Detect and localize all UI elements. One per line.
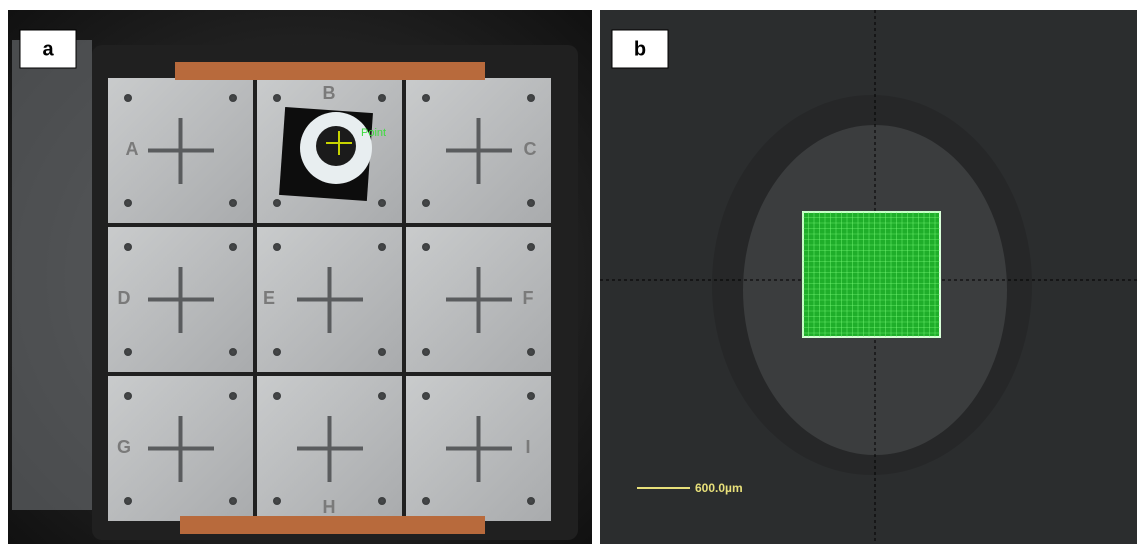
plate-letter: E	[263, 288, 275, 308]
plate-letter: D	[118, 288, 131, 308]
plate-letter: H	[323, 497, 336, 517]
scan-area	[803, 212, 940, 337]
screw-hole	[527, 497, 535, 505]
screw-hole	[229, 199, 237, 207]
chamber-wall	[12, 40, 92, 510]
screw-hole	[378, 348, 386, 356]
copper-clip	[180, 516, 485, 534]
screw-hole	[273, 348, 281, 356]
screw-hole	[527, 348, 535, 356]
panel-a: A B C D E F G H I Point a	[8, 10, 592, 544]
panel-b: 600.0µm b	[600, 10, 1137, 544]
panel-label: a	[42, 38, 54, 60]
screw-hole	[527, 243, 535, 251]
plate-letter: A	[126, 139, 139, 159]
plate-letter: B	[323, 83, 336, 103]
screw-hole	[378, 243, 386, 251]
screw-hole	[422, 392, 430, 400]
screw-hole	[124, 94, 132, 102]
screw-hole	[422, 243, 430, 251]
plate-letter: I	[525, 437, 530, 457]
cross	[179, 416, 183, 482]
cross	[477, 416, 481, 482]
plate-letter: F	[523, 288, 534, 308]
screw-hole	[422, 348, 430, 356]
plate-letter: G	[117, 437, 131, 457]
copper-clip	[175, 62, 485, 80]
screw-hole	[124, 497, 132, 505]
screw-hole	[124, 348, 132, 356]
cross	[179, 118, 183, 184]
screw-hole	[124, 243, 132, 251]
marker-label: Point	[361, 127, 386, 139]
cross	[328, 416, 332, 482]
screw-hole	[229, 348, 237, 356]
cross	[477, 118, 481, 184]
screw-hole	[527, 94, 535, 102]
screw-hole	[273, 94, 281, 102]
screw-hole	[422, 199, 430, 207]
screw-hole	[229, 497, 237, 505]
screw-hole	[378, 94, 386, 102]
screw-hole	[527, 199, 535, 207]
screw-hole	[378, 392, 386, 400]
screw-hole	[273, 392, 281, 400]
plate-letter: C	[524, 139, 537, 159]
screw-hole	[229, 94, 237, 102]
figure: A B C D E F G H I Point a 600.0µm b	[0, 0, 1137, 544]
screw-hole	[422, 94, 430, 102]
screw-hole	[422, 497, 430, 505]
screw-hole	[124, 392, 132, 400]
screw-hole	[378, 497, 386, 505]
screw-hole	[527, 392, 535, 400]
screw-hole	[378, 199, 386, 207]
cross	[179, 267, 183, 333]
cross	[477, 267, 481, 333]
screw-hole	[273, 243, 281, 251]
screw-hole	[229, 243, 237, 251]
cross	[328, 267, 332, 333]
scale-bar-label: 600.0µm	[695, 481, 743, 495]
panel-label: b	[634, 38, 646, 60]
screw-hole	[229, 392, 237, 400]
screw-hole	[124, 199, 132, 207]
screw-hole	[273, 497, 281, 505]
screw-hole	[273, 199, 281, 207]
sample	[316, 126, 356, 166]
